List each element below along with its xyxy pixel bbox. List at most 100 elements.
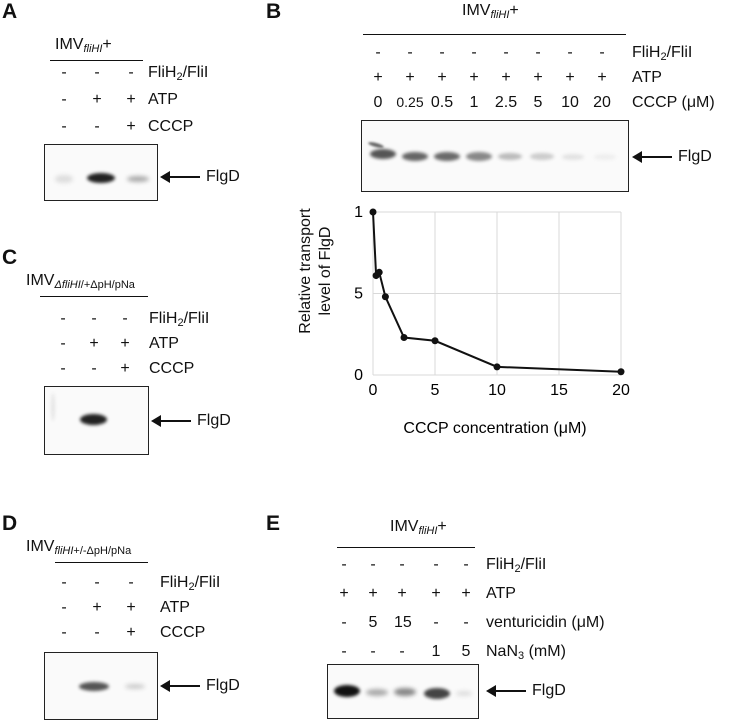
panel-e-row1-lane3: + [431, 585, 441, 602]
panel-a-blot [44, 144, 158, 201]
panel-b-row2-label: CCCP (μM) [632, 94, 715, 112]
panel-e-row0-label-rest: /FliI [520, 556, 547, 573]
panel-b-title-main: IMV [462, 2, 491, 19]
panel-a-flgd-label: FlgD [160, 168, 240, 186]
panel-a-row2-lane0: - [61, 118, 67, 135]
panel-e-title: IMVfliHI+ [390, 518, 447, 537]
chart-point-0-3 [381, 293, 389, 301]
panel-d-row1-lane0: - [61, 599, 67, 616]
panel-d-row1-lane2: + [126, 599, 136, 616]
panel-e-row1-lane0: + [339, 585, 349, 602]
panel-a-row0-lane0: - [61, 64, 67, 81]
panel-e-row1-label: ATP [486, 585, 516, 603]
panel-b-row1-lane4: + [501, 69, 511, 86]
panel-d-row0-lane2: - [128, 574, 134, 591]
chart-x-tick-label-4: 20 [612, 382, 630, 399]
panel-c-flgd-label: FlgD [151, 412, 231, 430]
panel-d-title: IMVfliHI+/-ΔpH/pNa [26, 538, 131, 557]
panel-b-band-4 [498, 153, 522, 160]
panel-e-row0-label-sub: 2 [514, 563, 521, 575]
panel-c-row1-lane2: + [120, 335, 130, 352]
chart-x-tick-label-3: 15 [550, 382, 568, 399]
panel-e-row2-label: venturicidin (μM) [486, 614, 605, 632]
panel-b-row0-lane6: - [567, 44, 573, 61]
panel-d-band-lane2 [79, 682, 109, 691]
panel-e-row1-lane4: + [461, 585, 471, 602]
panel-c-row2-lane1: - [91, 360, 97, 377]
panel-b-row2-lane7: 20 [593, 94, 611, 111]
panel-e-row2-lane0: - [341, 614, 347, 631]
panel-b-row0-label-rest: /FliI [666, 44, 693, 61]
panel-d-title-line [55, 562, 148, 563]
panel-b-row0-label-main: FliH [632, 44, 661, 61]
panel-b-band-5 [530, 153, 554, 160]
panel-e-row0-lane0: - [341, 556, 347, 573]
panel-d-row1-lane1: + [92, 599, 102, 616]
panel-c-title: IMVΔfliHI/+ΔpH/pNa [26, 272, 135, 291]
panel-c-band-lane1 [51, 393, 55, 421]
chart-point-0-6 [493, 363, 501, 371]
panel-e-row0-label-main: FliH [486, 556, 515, 573]
chart-y-tick-label-2: 1 [354, 204, 363, 221]
panel-a-row1-lane2: + [126, 91, 136, 108]
panel-b-row2-lane5: 5 [533, 94, 543, 111]
panel-a-band-lane2 [87, 173, 115, 183]
panel-b-title-suffix: + [509, 2, 519, 19]
chart-x-tick-label-2: 10 [488, 382, 506, 399]
panel-b-title: IMVfliHI+ [462, 2, 519, 21]
panel-b-band-0 [370, 149, 396, 159]
panel-e-flgd-label: FlgD [486, 682, 566, 700]
panel-b-row0-lane0: - [375, 44, 381, 61]
panel-d-blot [44, 652, 158, 720]
panel-e-row1-label-main: ATP [486, 585, 516, 602]
panel-b-blot [361, 120, 629, 192]
panel-c-row1-lane1: + [89, 335, 99, 352]
panel-d-row1-label-main: ATP [160, 599, 190, 616]
panel-c-row0-label-main: FliH [149, 310, 178, 327]
panel-c-row2-lane0: - [60, 360, 66, 377]
panel-c-row0-label-rest: /FliI [183, 310, 210, 327]
panel-a-row1-label: ATP [148, 91, 178, 109]
panel-b-row0-lane3: - [471, 44, 477, 61]
chart-y-tick-label-1: 0.5 [353, 286, 363, 303]
panel-c-row2-label-main: CCCP [149, 360, 195, 377]
panel-b-flgd-label: FlgD [632, 148, 712, 166]
panel-b-band-7 [594, 154, 616, 160]
panel-b-row1-label-main: ATP [632, 69, 662, 86]
panel-d-row2-lane1: - [94, 624, 100, 641]
panel-b-row0-lane2: - [439, 44, 445, 61]
panel-e-row3-lane1: - [370, 643, 376, 660]
panel-c-band-lane2 [80, 414, 107, 425]
panel-b-row1-lane7: + [597, 69, 607, 86]
panel-a-row0-lane2: - [128, 64, 134, 81]
panel-b-row2-lane1: 0.25 [396, 94, 424, 110]
panel-e-row0-lane2: - [399, 556, 405, 573]
panel-e-title-suffix: + [437, 518, 447, 535]
panel-e-row3-lane4: 5 [461, 643, 471, 660]
panel-b-row0-lane7: - [599, 44, 605, 61]
chart-grid [373, 211, 622, 375]
panel-d-row0-lane0: - [61, 574, 67, 591]
panel-c-row0-lane1: - [91, 310, 97, 327]
panel-b-title-sub: fliHI [490, 9, 510, 21]
panel-e-row1-lane1: + [368, 585, 378, 602]
panel-e-row2-label-main: venturicidin (μM) [486, 614, 605, 631]
panel-b-flgd-text: FlgD [678, 148, 712, 165]
panel-a-title-suffix: + [102, 36, 112, 53]
panel-d-row2-lane2: + [126, 624, 136, 641]
panel-b-row2-lane0: 0 [373, 94, 383, 111]
panel-a-row2-label: CCCP [148, 118, 193, 136]
panel-b-band-3 [466, 152, 492, 161]
panel-e-row0-lane4: - [463, 556, 469, 573]
panel-d-row1-label: ATP [160, 599, 190, 617]
panel-b-row1-lane0: + [373, 69, 383, 86]
panel-d-title-main: IMV [26, 538, 55, 555]
panel-a-row2-label-main: CCCP [148, 118, 194, 135]
panel-b-row1-label: ATP [632, 69, 662, 87]
panel-b-row2-lane4: 2.5 [494, 94, 518, 111]
panel-d-row0-label: FliH2/FliI [160, 574, 220, 593]
panel-a-row1-lane1: + [92, 91, 102, 108]
panel-d-letter: D [2, 512, 18, 535]
panel-e-band-lane2 [366, 689, 388, 696]
panel-e-row2-lane4: - [463, 614, 469, 631]
